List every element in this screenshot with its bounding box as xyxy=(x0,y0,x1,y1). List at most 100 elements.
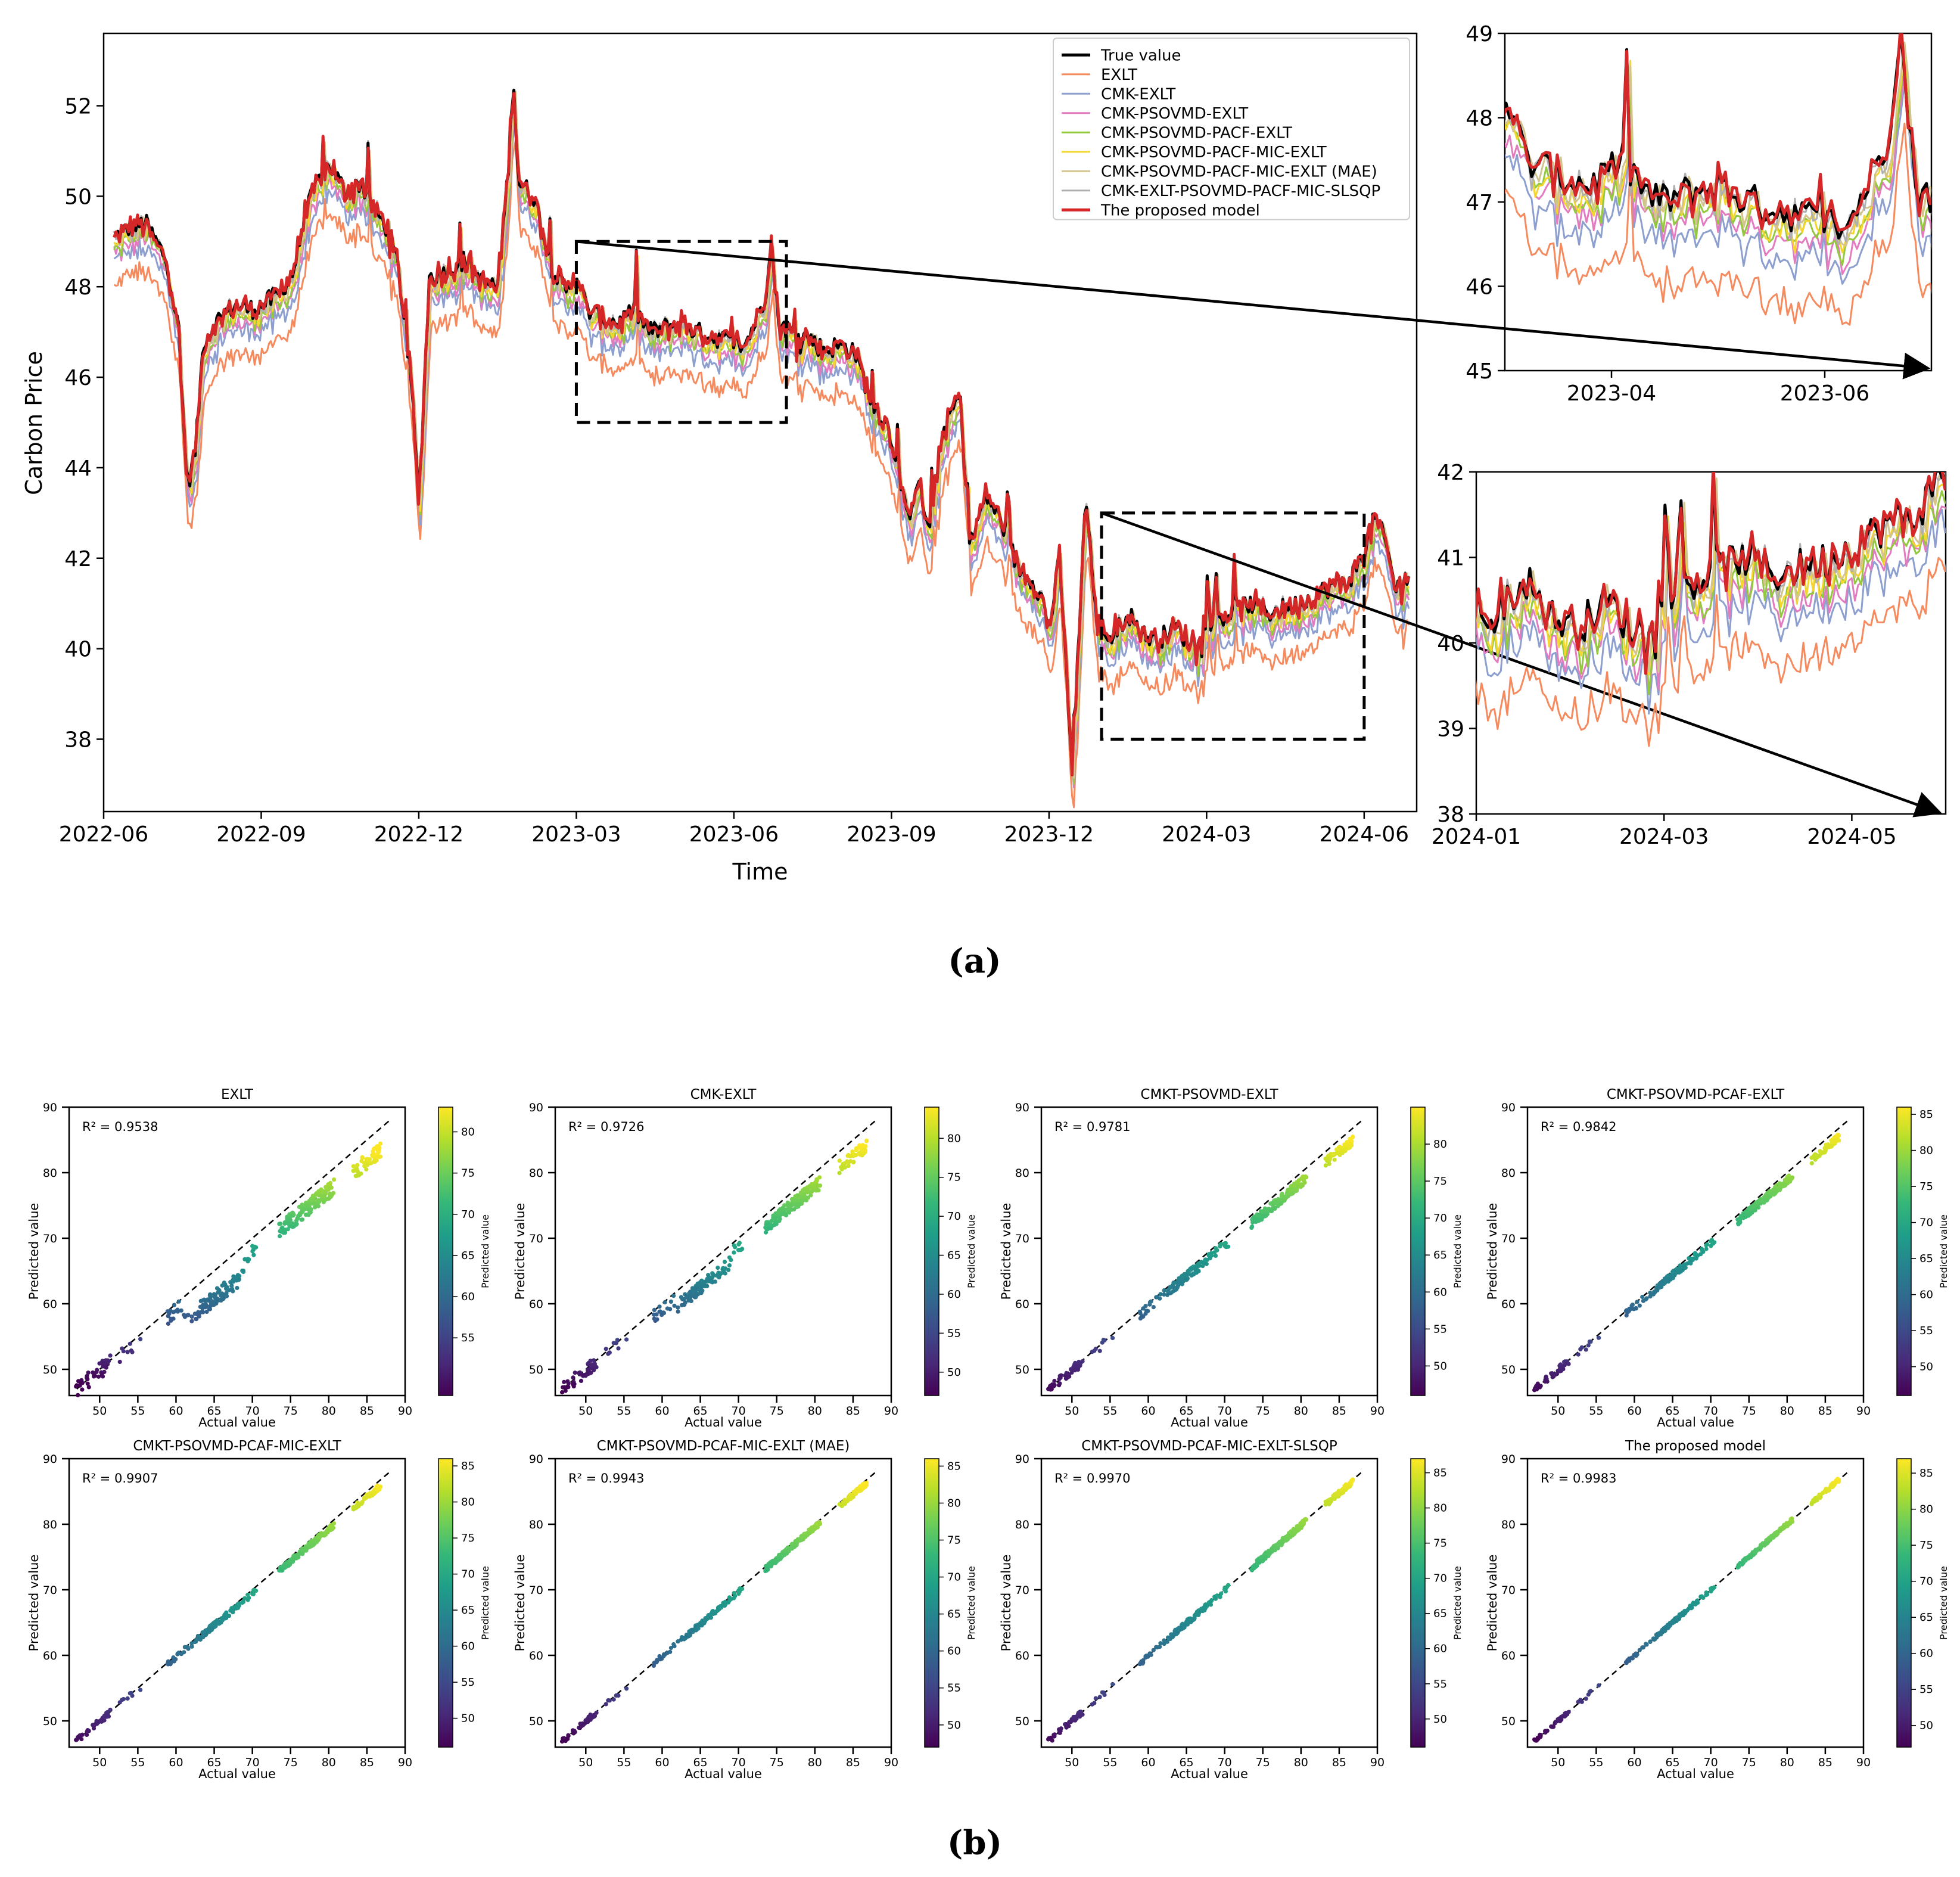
scatter-4-cbar-tick-label: 60 xyxy=(1919,1289,1933,1301)
scatter-1-point xyxy=(359,1159,363,1163)
scatter-3-point xyxy=(1138,1310,1142,1314)
scatter-5-point xyxy=(79,1737,83,1741)
scatter-6-point xyxy=(590,1716,594,1720)
scatter-1-point xyxy=(182,1313,186,1317)
scatter-2-cbar-tick-label: 50 xyxy=(947,1366,961,1379)
scatter-4-point xyxy=(1668,1277,1672,1281)
scatter-7-point xyxy=(1348,1481,1352,1485)
scatter-5-ytick-label: 80 xyxy=(43,1518,57,1531)
inset-bottom-xtick-label: 2024-01 xyxy=(1432,825,1521,849)
main-xtick-label: 2022-12 xyxy=(374,822,463,847)
scatter-6-xtick-label: 75 xyxy=(770,1756,784,1769)
main-ytick-label: 52 xyxy=(64,94,92,119)
scatter-1-point xyxy=(122,1349,126,1353)
scatter-8-point xyxy=(1668,1623,1672,1627)
scatter-4-ytick-label: 60 xyxy=(1501,1298,1516,1311)
scatter-2-point xyxy=(663,1300,667,1304)
scatter-2-ytick-label: 80 xyxy=(529,1167,543,1180)
scatter-5-point xyxy=(220,1618,225,1623)
scatter-2-r2: R² = 0.9726 xyxy=(568,1120,644,1134)
zoom-inset-bottom: 2024-01 2024-03 2024-053839404142 xyxy=(1432,408,1955,849)
scatter-2-identity-line xyxy=(563,1120,876,1389)
scatter-8-point xyxy=(1580,1700,1584,1704)
scatter-3-point xyxy=(1273,1207,1277,1211)
scatter-6-ylabel: Predicted value xyxy=(513,1555,527,1652)
scatter-4-ytick-label: 80 xyxy=(1501,1167,1516,1180)
scatter-3-point xyxy=(1348,1143,1352,1147)
scatter-1-xlabel: Actual value xyxy=(198,1415,276,1429)
legend-label-4: CMK-PSOVMD-EXLT xyxy=(1101,105,1248,123)
scatter-3-point xyxy=(1182,1278,1186,1282)
scatter-3-r2: R² = 0.9781 xyxy=(1054,1120,1130,1134)
scatter-8-ytick-label: 60 xyxy=(1501,1649,1516,1662)
scatter-3-point xyxy=(1102,1338,1106,1342)
scatter-4-point xyxy=(1700,1248,1704,1252)
scatter-3-point xyxy=(1081,1359,1085,1363)
scatter-3-point xyxy=(1171,1281,1175,1285)
scatter-2-point xyxy=(571,1380,575,1384)
scatter-5-point xyxy=(245,1593,250,1597)
scatter-6-ytick-label: 70 xyxy=(529,1584,543,1597)
scatter-8-cbar-tick-label: 70 xyxy=(1919,1575,1933,1588)
scatter-3-point xyxy=(1094,1347,1098,1351)
scatter-2-xtick-label: 85 xyxy=(846,1404,860,1418)
scatter-1-point xyxy=(79,1378,83,1382)
scatter-1: 50 55 60 65 70 75 80 85 905060708090EXLTR² = 0.9… xyxy=(27,1087,491,1429)
scatter-8-point xyxy=(1834,1480,1838,1484)
scatter-8-title: The proposed model xyxy=(1625,1438,1766,1454)
scatter-4-xlabel: Actual value xyxy=(1657,1415,1734,1429)
scatter-2-xtick-label: 80 xyxy=(808,1404,822,1418)
scatter-2-point xyxy=(801,1188,805,1192)
scatter-2-xtick-label: 55 xyxy=(617,1404,631,1418)
scatter-3-point xyxy=(1065,1375,1069,1379)
scatter-8-point xyxy=(1534,1739,1538,1743)
scatter-6-point xyxy=(612,1698,616,1702)
scatter-7-cbar-tick-label: 75 xyxy=(1433,1537,1447,1550)
scatter-4-point xyxy=(1562,1360,1566,1364)
scatter-4-point xyxy=(1551,1375,1555,1379)
scatter-2-ylabel: Predicted value xyxy=(513,1203,527,1300)
scatter-7-point xyxy=(1342,1484,1346,1488)
scatter-6-cbar-label: Predicted value xyxy=(966,1566,977,1640)
scatter-2-point xyxy=(769,1223,773,1227)
scatter-6-point xyxy=(652,1664,656,1668)
scatter-1-xtick-label: 55 xyxy=(130,1404,145,1418)
scatter-7-point xyxy=(1255,1562,1259,1566)
scatter-1-point xyxy=(364,1167,368,1171)
scatter-5-xtick-label: 50 xyxy=(92,1756,107,1769)
scatter-5-point xyxy=(296,1555,300,1559)
scatter-5-cbar-tick-label: 85 xyxy=(461,1460,475,1472)
scatter-3-cbar-tick-label: 80 xyxy=(1433,1138,1447,1151)
scatter-1-point xyxy=(85,1377,89,1381)
scatter-6-xtick-label: 60 xyxy=(655,1756,669,1769)
scatter-5-ylabel: Predicted value xyxy=(27,1555,41,1652)
scatter-2-point xyxy=(561,1385,565,1390)
scatter-5-point xyxy=(169,1660,173,1664)
scatter-4-xtick-label: 85 xyxy=(1818,1404,1833,1418)
scatter-5-point xyxy=(122,1697,126,1701)
scatter-4-point xyxy=(1834,1139,1838,1143)
scatter-8-cbar-tick-label: 80 xyxy=(1919,1503,1933,1516)
scatter-2-point xyxy=(676,1310,680,1314)
scatter-4-ytick-label: 70 xyxy=(1501,1232,1516,1245)
scatter-7-point xyxy=(1090,1702,1094,1707)
scatter-2-point xyxy=(861,1151,866,1155)
scatter-1-cbar-label: Predicted value xyxy=(480,1214,491,1288)
scatter-3-point xyxy=(1297,1178,1301,1182)
scatter-3-point xyxy=(1065,1371,1069,1375)
scatter-2-point xyxy=(657,1304,661,1309)
scatter-6-point xyxy=(663,1652,667,1657)
scatter-4-cbar-tick-label: 75 xyxy=(1919,1180,1933,1193)
scatter-1-xtick-label: 50 xyxy=(92,1404,107,1418)
scatter-6-point xyxy=(571,1731,575,1735)
scatter-4-point xyxy=(1627,1307,1631,1311)
scatter-7-xtick-label: 60 xyxy=(1141,1756,1155,1769)
scatter-6-cbar-tick-label: 80 xyxy=(947,1497,961,1509)
scatter-5-point xyxy=(126,1696,130,1701)
scatter-3-point xyxy=(1057,1381,1062,1385)
scatter-1-point xyxy=(375,1158,379,1163)
scatter-5-point xyxy=(311,1543,315,1547)
scatter-1-xtick-label: 75 xyxy=(284,1404,298,1418)
inset-bottom-ytick-label: 40 xyxy=(1437,632,1464,656)
scatter-3-point xyxy=(1048,1384,1052,1388)
